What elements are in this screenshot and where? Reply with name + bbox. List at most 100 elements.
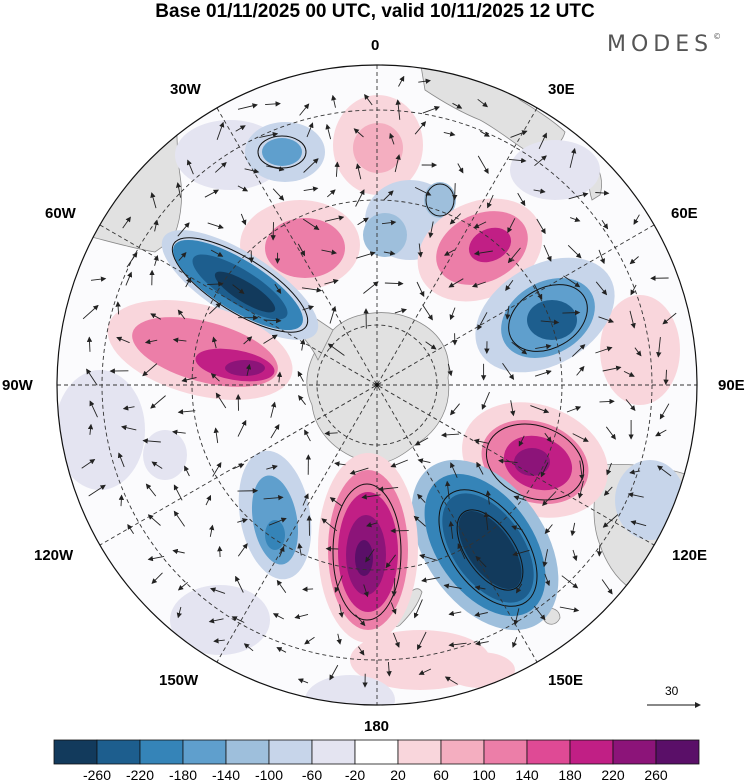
wind-arrow: [304, 636, 315, 645]
wind-arrow: [268, 517, 287, 526]
wind-arrow: [122, 216, 131, 229]
wind-arrow: [214, 161, 227, 173]
colorbar-tick-label: 20: [390, 767, 406, 783]
wind-arrow: [419, 553, 438, 561]
lon-label-60e: 60E: [671, 205, 698, 222]
wind-arrow: [390, 459, 408, 468]
wind-arrow: [208, 618, 224, 624]
wind-arrow: [336, 633, 342, 645]
wind-arrow: [656, 337, 662, 358]
wind-arrow: [294, 613, 309, 620]
south-america-land: [59, 109, 182, 253]
wind-arrow: [394, 154, 401, 173]
wind-arrow: [534, 155, 547, 167]
wind-arrow: [207, 222, 224, 230]
wind-arrow: [567, 244, 582, 259]
colorbar-swatch: [311, 739, 356, 765]
wind-arrow: [142, 363, 158, 377]
wind-arrow: [86, 368, 98, 386]
wind-arrow: [505, 279, 514, 292]
wind-arrow: [355, 163, 362, 180]
wind-arrow: [383, 250, 396, 256]
wind-arrow: [447, 363, 453, 377]
colorbar-tick-label: -20: [344, 767, 366, 783]
wind-arrow: [266, 464, 278, 470]
wind-vectors: [81, 75, 677, 688]
wind-arrow: [477, 155, 489, 174]
modes-logo: MODES©: [607, 32, 721, 57]
wind-arrow: [297, 542, 303, 556]
wind-arrow: [444, 249, 455, 256]
lon-label-90e: 90E: [718, 377, 745, 394]
meridian-30e-150w: [216, 107, 538, 663]
wind-arrow: [633, 214, 640, 225]
wind-arrow: [498, 458, 518, 464]
wind-arrow: [538, 132, 547, 149]
wind-arrow: [422, 304, 433, 321]
wind-arrow: [142, 438, 161, 444]
wind-arrow: [185, 277, 192, 288]
wind-arrow: [625, 399, 636, 411]
wind-arrow: [298, 394, 306, 405]
wind-arrow: [244, 168, 260, 174]
wind-arrow: [363, 584, 369, 598]
wind-arrow: [471, 281, 486, 288]
shade-pale-blue-4: [57, 370, 145, 490]
wind-arrow: [213, 427, 219, 444]
wind-arrow: [418, 668, 432, 675]
wind-arrow: [536, 218, 546, 235]
colorbar-tick-label: -140: [211, 767, 241, 783]
colorbar-tick-label: 260: [644, 767, 668, 783]
wind-arrow: [457, 543, 466, 560]
wind-arrow: [297, 370, 304, 382]
wind-arrow: [505, 305, 511, 320]
wind-arrow: [663, 369, 669, 385]
wind-arrow: [150, 395, 166, 409]
colorbar-tick-label: -260: [82, 767, 112, 783]
colorbar-tick-label: 60: [433, 767, 449, 783]
wind-arrow: [81, 458, 96, 469]
shade-south-high-5: [355, 540, 373, 576]
wind-arrow: [329, 497, 343, 507]
wind-arrow: [272, 188, 285, 201]
wind-arrow: [334, 161, 340, 177]
wind-arrow: [147, 514, 161, 526]
wind-arrow: [175, 182, 182, 198]
wind-arrow: [513, 608, 520, 626]
wind-arrow: [598, 316, 615, 324]
wind-arrow: [358, 646, 365, 656]
wind-arrow: [304, 429, 311, 442]
wind-arrow: [215, 392, 227, 409]
wind-arrow: [452, 183, 458, 201]
wind-arrow: [572, 433, 589, 442]
contour-south-low-outer: [438, 489, 538, 607]
wind-arrow: [417, 458, 431, 464]
wind-arrow: [356, 251, 376, 259]
wind-arrow: [216, 121, 225, 140]
wind-arrow: [205, 494, 212, 506]
wind-arrow: [662, 312, 677, 325]
shade-pale-blue-6: [143, 430, 187, 480]
wind-arrow: [473, 250, 493, 256]
wind-arrow: [398, 75, 405, 87]
wind-arrow: [512, 637, 518, 648]
wind-arrow: [540, 462, 549, 478]
wind-arrow: [116, 336, 130, 344]
wind-arrow: [428, 221, 434, 239]
wind-arrow: [276, 647, 287, 653]
wind-arrow: [475, 555, 487, 568]
colorbar: [53, 739, 700, 765]
meridian-60w-120e: [99, 224, 655, 546]
wind-arrow: [245, 363, 252, 376]
wind-arrow: [207, 281, 224, 287]
map-title: Base 01/11/2025 00 UTC, valid 10/11/2025…: [155, 1, 595, 22]
wind-arrow: [570, 522, 576, 537]
wind-arrow: [266, 165, 285, 172]
wind-arrow: [530, 405, 550, 414]
wind-arrow: [533, 188, 546, 194]
wind-arrow: [302, 218, 320, 231]
wind-arrow: [178, 252, 187, 261]
wind-arrow: [208, 524, 215, 537]
wind-arrow: [507, 218, 516, 234]
wind-arrow: [562, 309, 581, 316]
